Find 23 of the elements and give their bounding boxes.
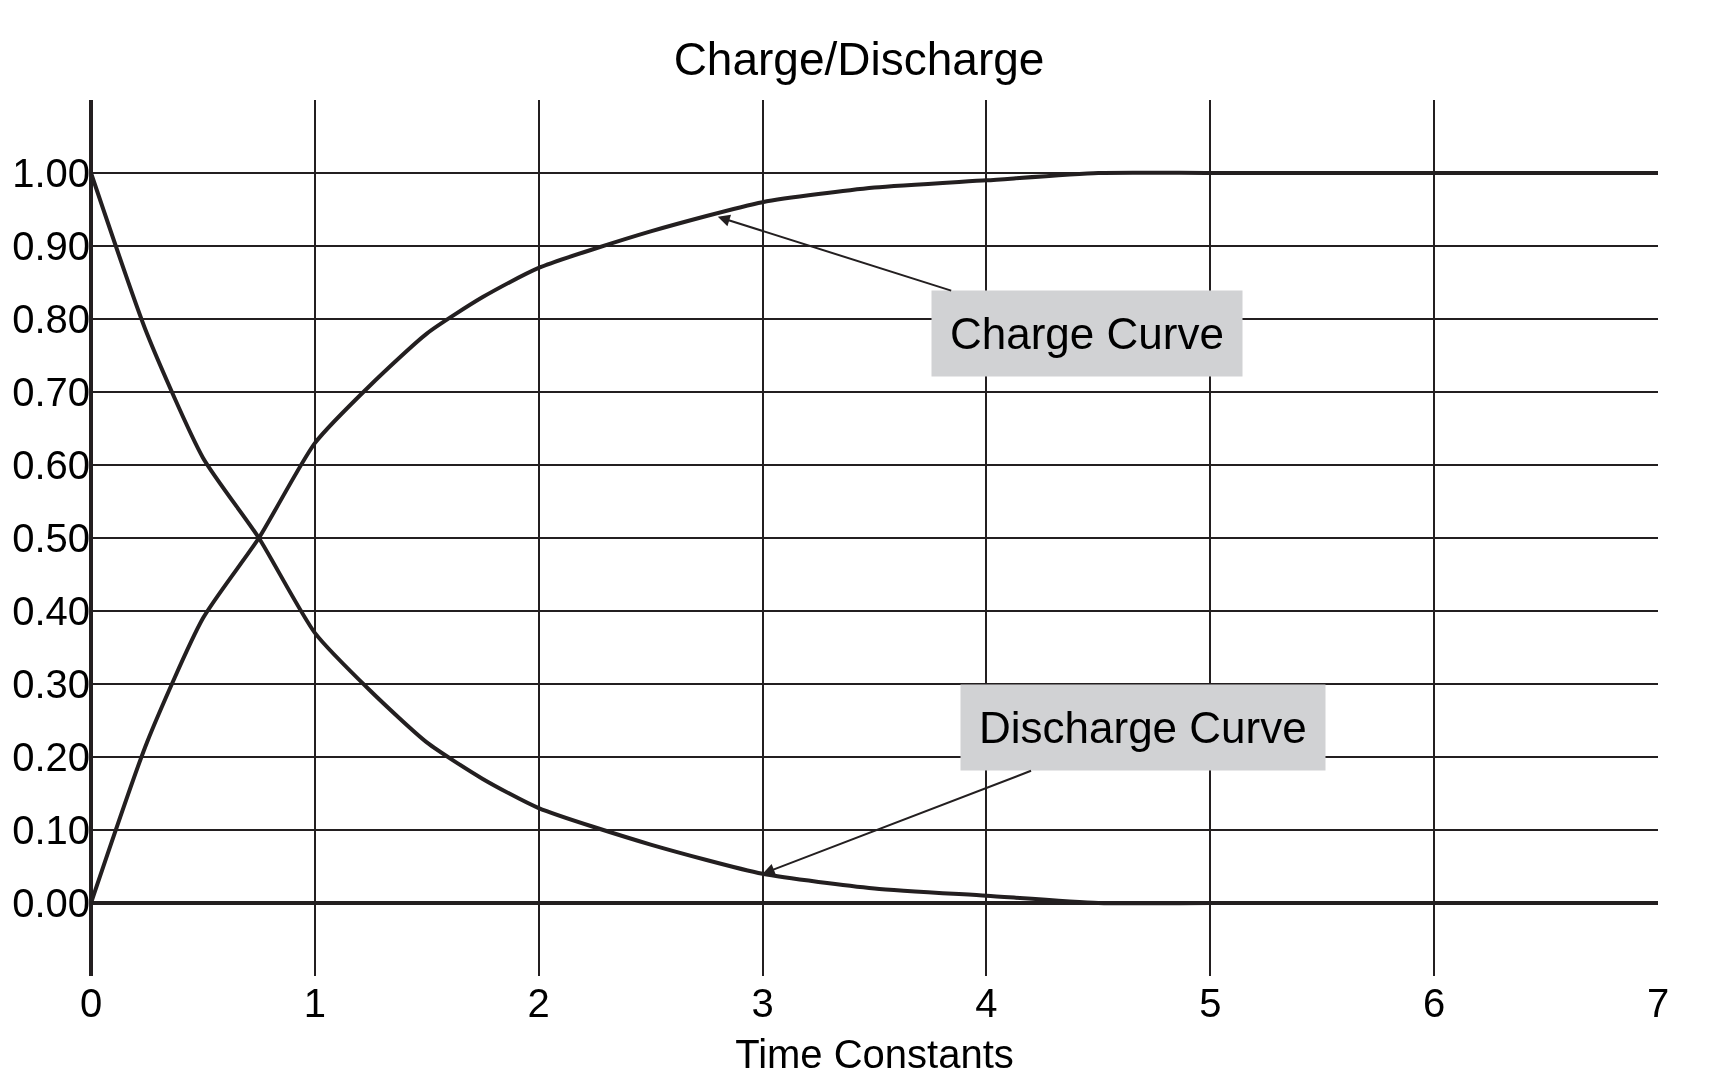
- y-tick-label: 0.30: [12, 662, 90, 706]
- chart-title: Charge/Discharge: [673, 33, 1045, 86]
- x-tick-label: 5: [1199, 981, 1222, 1025]
- y-tick-label: 0.80: [12, 297, 90, 341]
- x-tick-label: 1: [303, 981, 326, 1025]
- y-tick-label: 0.90: [12, 224, 90, 268]
- y-tick-label: 0.10: [12, 808, 90, 852]
- x-tick-label: 7: [1646, 981, 1670, 1025]
- x-tick-label: 6: [1423, 981, 1446, 1025]
- y-tick-label: 0.20: [12, 735, 90, 779]
- x-tick-label: 4: [975, 981, 998, 1025]
- y-tick-label: 1.00: [12, 151, 90, 195]
- y-tick-label: 0.50: [12, 516, 90, 560]
- x-tick-label: 3: [751, 981, 774, 1025]
- annotation: Charge Curve: [950, 309, 1224, 358]
- y-tick-label: 0.70: [12, 370, 90, 414]
- y-tick-label: 0.00: [12, 881, 90, 925]
- y-tick-label: 0.40: [12, 589, 90, 633]
- x-tick-label: 2: [527, 981, 550, 1025]
- annotation: Discharge Curve: [979, 703, 1307, 752]
- x-axis-title: Time Constants: [735, 1031, 1014, 1076]
- x-tick-label: 0: [79, 981, 103, 1025]
- y-tick-label: 0.60: [12, 443, 90, 487]
